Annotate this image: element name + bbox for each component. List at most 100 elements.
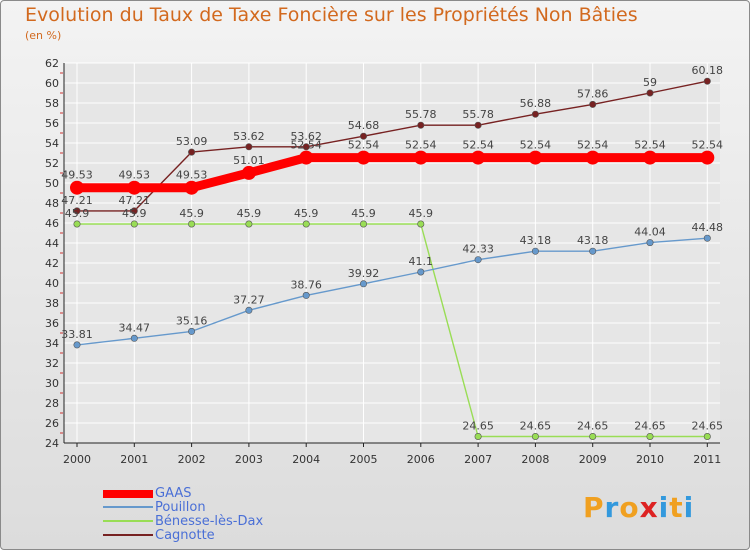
data-label-gaas: 52.54	[692, 139, 724, 152]
data-point-pouillon	[130, 334, 138, 342]
data-label-cagnotte: 47.21	[61, 194, 93, 207]
y-tick-label: 56	[45, 117, 59, 130]
logo-letter: x	[639, 491, 659, 524]
data-point-gaas	[643, 150, 657, 165]
data-label-pouillon: 34.47	[119, 321, 151, 334]
unit-label: (en %)	[25, 29, 62, 42]
data-label-pouillon: 44.04	[634, 226, 666, 239]
y-tick-label: 52	[45, 157, 59, 170]
y-tick-label: 58	[45, 97, 59, 110]
data-label-benesse: 24.65	[462, 420, 494, 433]
data-point-gaas	[241, 165, 256, 180]
data-label-gaas: 52.54	[462, 139, 494, 152]
chart-title: Evolution du Taux de Taxe Foncière sur l…	[25, 4, 638, 26]
x-tick-label: 2005	[350, 453, 378, 466]
logo-letter: r	[604, 491, 620, 524]
data-point-cagnotte	[646, 89, 654, 97]
legend-label-gaas: GAAS	[155, 486, 192, 501]
y-tick-label: 42	[45, 257, 59, 270]
data-label-gaas: 49.53	[61, 169, 93, 182]
data-label-cagnotte: 53.62	[233, 130, 265, 143]
data-point-pouillon	[302, 291, 310, 299]
data-label-cagnotte: 55.78	[462, 108, 494, 121]
y-tick-label: 38	[45, 297, 59, 310]
x-tick-label: 2002	[178, 453, 206, 466]
data-point-cagnotte	[188, 148, 196, 156]
data-point-cagnotte	[73, 207, 81, 215]
data-label-pouillon: 37.27	[233, 293, 265, 306]
y-tick-label: 62	[45, 57, 59, 70]
x-tick-label: 2011	[693, 453, 721, 466]
data-label-pouillon: 42.33	[462, 243, 494, 256]
logo-letter: t	[669, 491, 684, 524]
series-line-cagnotte	[77, 80, 708, 212]
data-point-pouillon	[245, 306, 253, 314]
data-label-pouillon: 41.1	[409, 255, 434, 268]
data-label-cagnotte: 53.09	[176, 135, 208, 148]
data-point-gaas	[471, 150, 486, 165]
data-point-cagnotte	[302, 143, 310, 151]
data-point-benesse	[302, 220, 310, 228]
data-label-benesse: 24.65	[634, 420, 666, 433]
y-tick-label: 30	[45, 377, 59, 390]
data-label-benesse: 45.9	[237, 207, 262, 220]
data-label-benesse: 45.9	[65, 207, 90, 220]
logo-letter: o	[619, 491, 640, 524]
data-label-gaas: 51.01	[233, 154, 265, 167]
legend-label-pouillon: Pouillon	[155, 500, 206, 515]
data-point-benesse	[474, 432, 482, 440]
y-tick-label: 36	[45, 317, 59, 330]
data-label-cagnotte: 57.86	[577, 87, 609, 100]
data-point-pouillon	[703, 234, 711, 242]
data-point-gaas	[356, 150, 371, 165]
data-label-cagnotte: 56.88	[520, 97, 552, 110]
data-point-benesse	[359, 220, 367, 228]
y-tick-label: 50	[45, 177, 59, 190]
data-label-pouillon: 33.81	[61, 328, 93, 341]
data-point-cagnotte	[531, 110, 539, 118]
data-label-gaas: 52.54	[348, 139, 380, 152]
data-point-benesse	[703, 432, 711, 440]
legend-swatch-gaas	[103, 490, 153, 498]
data-point-benesse	[130, 220, 138, 228]
x-tick-label: 2000	[63, 453, 91, 466]
data-label-cagnotte: 60.18	[692, 64, 724, 77]
data-point-pouillon	[73, 341, 81, 349]
data-point-cagnotte	[589, 100, 597, 108]
data-label-cagnotte: 53.62	[290, 130, 322, 143]
data-point-cagnotte	[245, 143, 253, 151]
legend-label-benesse: Bénesse-lès-Dax	[155, 514, 264, 529]
data-point-gaas	[528, 150, 543, 165]
data-point-gaas	[184, 180, 199, 195]
x-tick-label: 2008	[521, 453, 549, 466]
data-point-benesse	[188, 220, 196, 228]
series-line-gaas	[77, 153, 708, 193]
data-point-gaas	[413, 150, 428, 165]
data-label-benesse: 45.9	[179, 207, 204, 220]
data-point-benesse	[73, 220, 81, 228]
data-point-benesse	[589, 432, 597, 440]
data-label-pouillon: 38.76	[290, 278, 322, 291]
data-label-benesse: 45.9	[122, 207, 147, 220]
y-tick-label: 44	[45, 237, 59, 250]
data-label-gaas: 49.53	[119, 169, 151, 182]
data-label-benesse: 45.9	[409, 207, 434, 220]
y-tick-label: 48	[45, 197, 59, 210]
data-label-benesse: 45.9	[351, 207, 376, 220]
data-label-gaas: 52.54	[577, 139, 609, 152]
data-label-gaas: 52.54	[290, 139, 322, 152]
legend-label-cagnotte: Cagnotte	[155, 528, 215, 543]
proxiti-logo: Proxiti	[583, 491, 694, 524]
logo-letter: i	[683, 491, 695, 524]
data-point-cagnotte	[417, 121, 425, 129]
logo-letter: i	[658, 491, 670, 524]
y-tick-label: 60	[45, 77, 59, 90]
data-point-benesse	[245, 220, 253, 228]
data-point-cagnotte	[474, 121, 482, 129]
data-point-gaas	[700, 150, 715, 165]
data-point-pouillon	[359, 280, 367, 288]
legend-swatch-pouillon	[103, 506, 153, 508]
data-label-pouillon: 39.92	[348, 267, 380, 280]
data-point-pouillon	[474, 256, 482, 264]
